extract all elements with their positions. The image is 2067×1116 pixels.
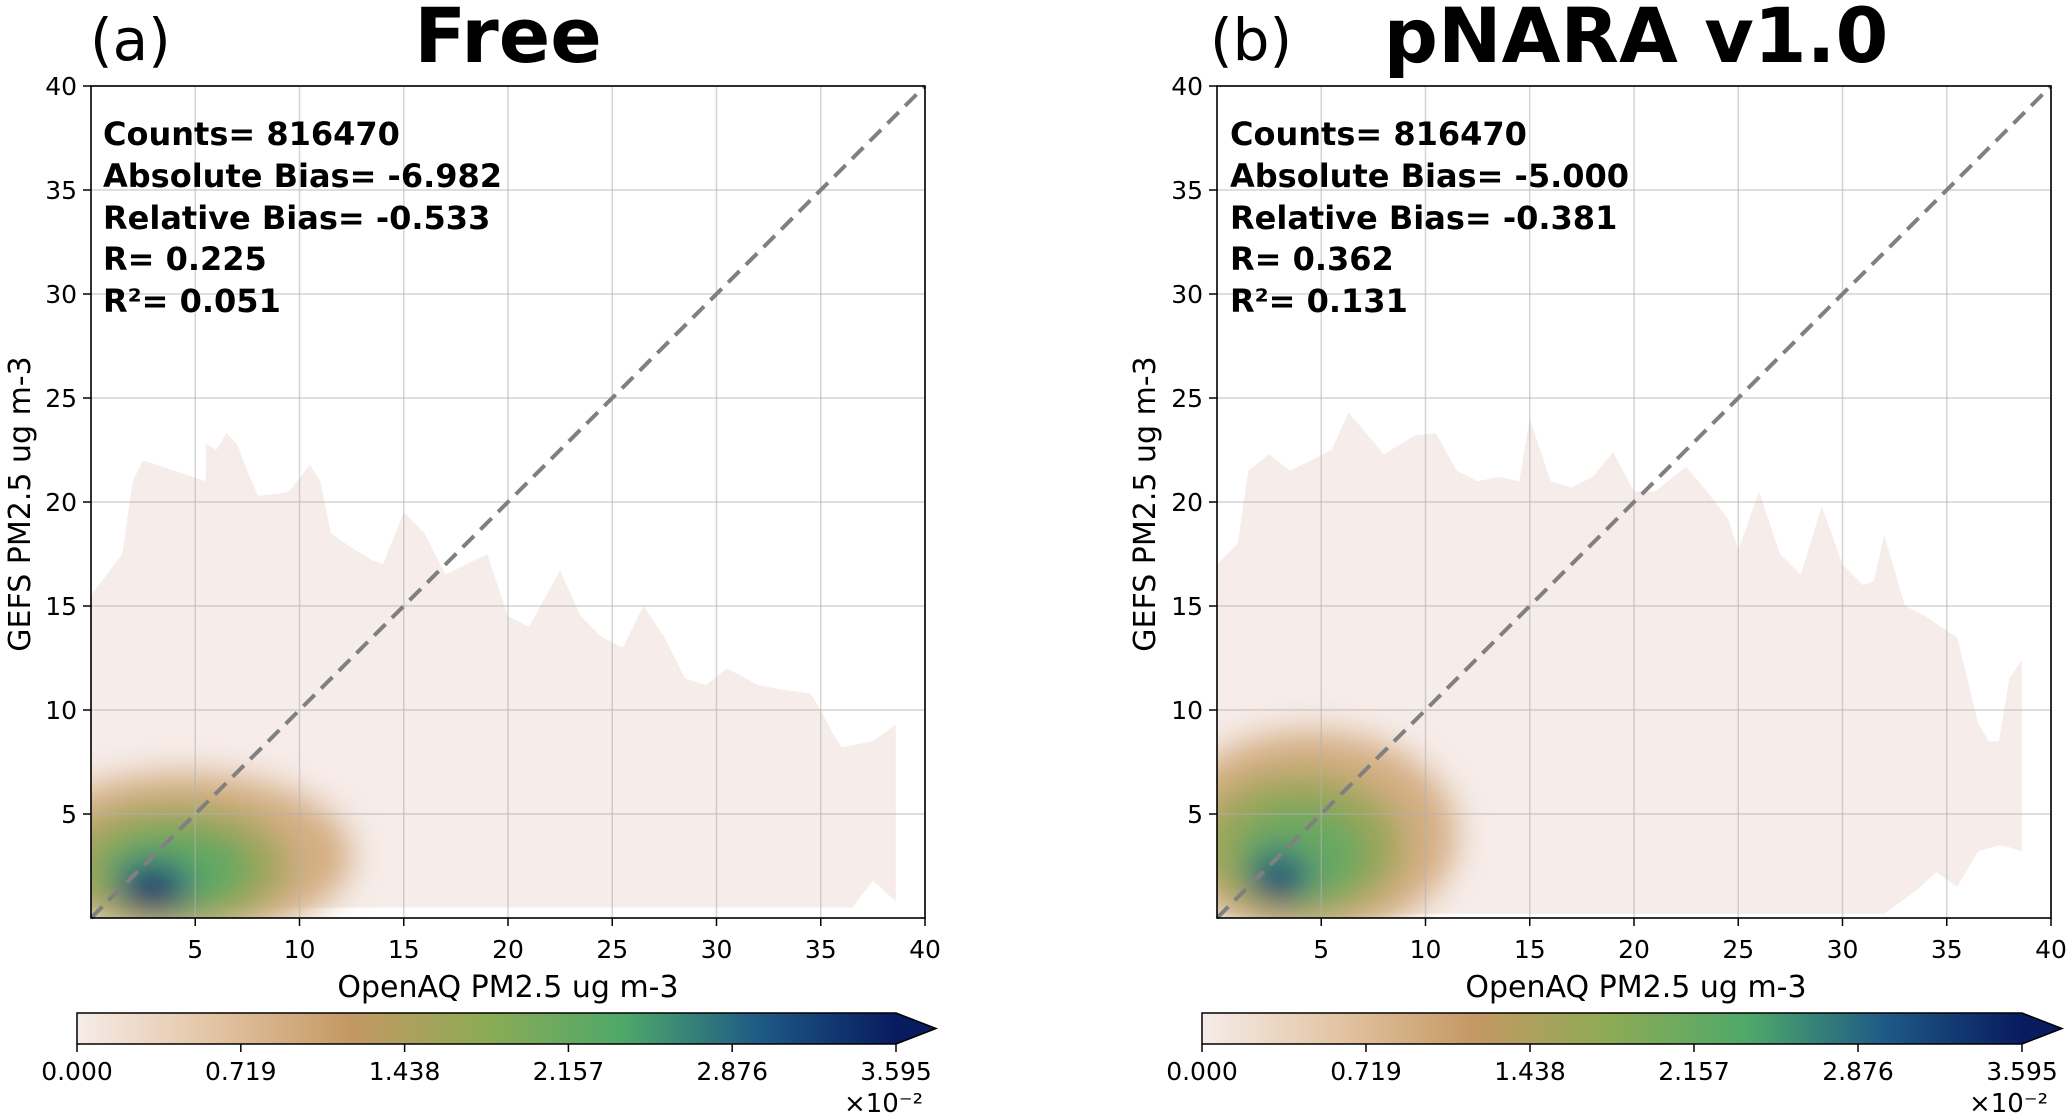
x-tick-label: 25 <box>1722 935 1754 964</box>
ticks: 5 10 15 20 25 30 35 40 5 10 15 20 25 30 35 40 <box>1171 72 2067 964</box>
density-field <box>1217 412 2022 918</box>
y-tick-label: 5 <box>1187 800 1203 829</box>
colorbar-tick-label: 0.000 <box>1166 1057 1238 1086</box>
stat-counts: Counts= 816470 <box>103 115 400 153</box>
x-tick-label: 5 <box>1313 935 1329 964</box>
density-level <box>132 876 167 910</box>
x-tick-label: 25 <box>596 935 628 964</box>
x-tick-label: 15 <box>1514 935 1546 964</box>
stat-relative-bias: Relative Bias= -0.381 <box>1230 199 1617 237</box>
colorbar-tick-label: 0.719 <box>1330 1057 1402 1086</box>
stat-absolute-bias: Absolute Bias= -5.000 <box>1230 157 1629 195</box>
density-core <box>91 772 352 918</box>
stat-r: R= 0.362 <box>1230 240 1394 278</box>
colorbar-frame <box>76 1012 939 1045</box>
one-to-one-line <box>1215 84 2053 920</box>
chart-title: pNARA v1.0 <box>1384 0 1889 80</box>
colorbar-multiplier: ×10⁻² <box>844 1089 923 1116</box>
ticks: 5 10 15 20 25 30 35 40 5 10 15 20 25 30 35 40 <box>45 72 941 964</box>
y-tick-label: 20 <box>1171 488 1203 517</box>
colorbar-extend-arrow <box>896 1013 936 1044</box>
one-to-one-line <box>89 84 927 920</box>
chart-title: Free <box>414 0 602 80</box>
y-tick-label: 15 <box>45 592 77 621</box>
colorbar-tick-label: 3.595 <box>860 1057 932 1086</box>
stat-r-squared: R²= 0.051 <box>103 282 281 320</box>
colorbar-tick-label: 0.719 <box>205 1057 277 1086</box>
y-tick-label: 15 <box>1171 592 1203 621</box>
y-axis-label: GEFS PM2.5 ug m-3 <box>3 356 38 651</box>
x-tick-label: 30 <box>1827 935 1859 964</box>
y-tick-label: 10 <box>1171 696 1203 725</box>
density-field <box>91 433 896 918</box>
panel-b: (b) pNARA v1.0 5 10 15 20 25 30 35 40 5 10 15 20 25 3… <box>1128 0 2067 1116</box>
x-tick-label: 35 <box>805 935 837 964</box>
x-tick-label: 10 <box>284 935 316 964</box>
x-axis-label: OpenAQ PM2.5 ug m-3 <box>337 970 678 1005</box>
density-envelope <box>91 433 896 908</box>
x-axis-label: OpenAQ PM2.5 ug m-3 <box>1465 970 1806 1005</box>
y-tick-label: 10 <box>45 696 77 725</box>
colorbar-tick-label: 2.876 <box>696 1057 768 1086</box>
density-level <box>1260 870 1290 900</box>
stats-box: Counts= 816470 Absolute Bias= -6.982 Rel… <box>103 115 502 320</box>
colorbar-extend-arrow <box>2022 1013 2062 1044</box>
plot-area: 5 10 15 20 25 30 35 40 5 10 15 20 25 30 35 40 <box>1171 72 2067 964</box>
stat-r-squared: R²= 0.131 <box>1230 282 1408 320</box>
colorbar-tick-label: 2.876 <box>1822 1057 1894 1086</box>
y-tick-label: 30 <box>1171 280 1203 309</box>
stat-relative-bias: Relative Bias= -0.533 <box>103 199 490 237</box>
colorbar-frame <box>1201 1012 2065 1045</box>
y-tick-label: 30 <box>45 280 77 309</box>
x-tick-label: 40 <box>2035 935 2067 964</box>
y-axis-label: GEFS PM2.5 ug m-3 <box>1128 356 1163 651</box>
density-core <box>1217 730 1457 918</box>
stat-counts: Counts= 816470 <box>1230 115 1527 153</box>
x-tick-label: 10 <box>1410 935 1442 964</box>
panel-label: (b) <box>1210 6 1292 74</box>
y-tick-label: 35 <box>1171 176 1203 205</box>
x-tick-label: 30 <box>701 935 733 964</box>
y-tick-label: 40 <box>1171 72 1203 101</box>
y-tick-label: 35 <box>45 176 77 205</box>
colorbar-tick-label: 0.000 <box>41 1057 113 1086</box>
x-tick-label: 35 <box>1931 935 1963 964</box>
colorbar-tick-label: 1.438 <box>1494 1057 1566 1086</box>
panel-a: (a) Free 5 10 15 20 25 30 35 40510152025303540 … <box>3 0 941 1116</box>
colorbar-tick-label: 1.438 <box>369 1057 441 1086</box>
colorbar-tick-label: 2.157 <box>533 1057 605 1086</box>
stat-absolute-bias: Absolute Bias= -6.982 <box>103 157 502 195</box>
x-tick-label: 15 <box>388 935 420 964</box>
x-tick-label: 5 <box>187 935 203 964</box>
y-tick-label: 25 <box>45 384 77 413</box>
colorbar-multiplier: ×10⁻² <box>1969 1089 2048 1116</box>
stats-box: Counts= 816470 Absolute Bias= -5.000 Rel… <box>1230 115 1629 320</box>
y-tick-label: 20 <box>45 488 77 517</box>
x-tick-label: 40 <box>909 935 941 964</box>
plot-area: 5 10 15 20 25 30 35 40 5 10 15 20 25 30 35 40 <box>45 72 941 964</box>
x-tick-label: 20 <box>1618 935 1650 964</box>
colorbar-tick-label: 2.157 <box>1658 1057 1730 1086</box>
panel-label: (a) <box>90 6 171 74</box>
y-tick-label: 40 <box>45 72 77 101</box>
y-tick-label: 5 <box>61 800 77 829</box>
colorbar: 0.000 0.719 1.438 2.157 2.876 3.595 <box>1166 1012 2065 1086</box>
colorbar-tick-label: 3.595 <box>1986 1057 2058 1086</box>
colorbar-gradient <box>1202 1013 2022 1044</box>
x-tick-label: 20 <box>492 935 524 964</box>
stat-r: R= 0.225 <box>103 240 267 278</box>
colorbar: 0.000 0.719 1.438 2.157 2.876 3.595 <box>41 1012 939 1086</box>
colorbar-gradient <box>77 1013 896 1044</box>
y-tick-label: 25 <box>1171 384 1203 413</box>
